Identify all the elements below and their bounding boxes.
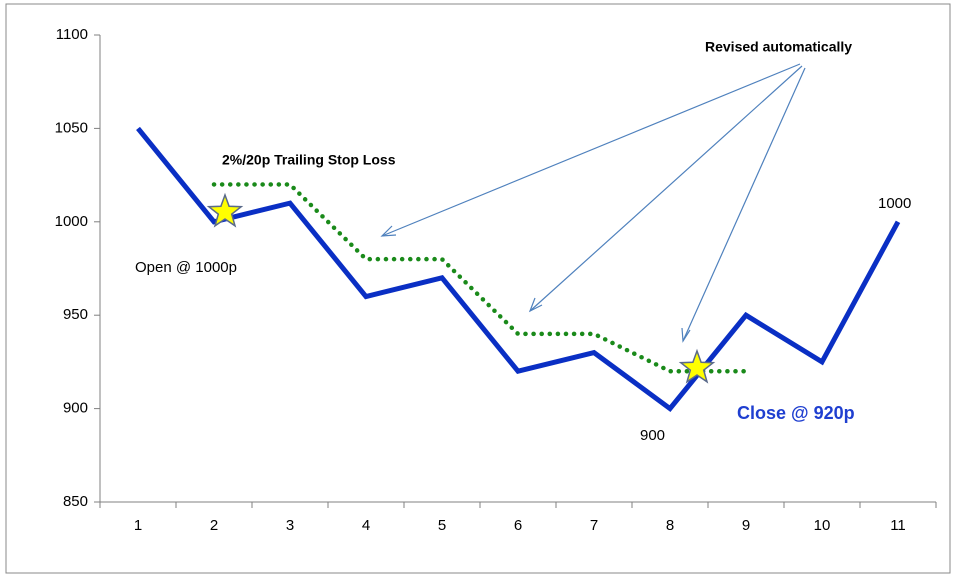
stop-line (211, 182, 749, 374)
y-tick-label: 1050 (55, 119, 88, 136)
star-icon (206, 192, 244, 228)
x-tick-label: 1 (134, 517, 142, 534)
x-tick-label: 2 (210, 517, 218, 534)
annotation: Open @ 1000p (135, 259, 237, 276)
x-tick-label: 7 (590, 517, 598, 534)
data-label: 900 (640, 427, 665, 444)
annotation: Revised automatically (705, 39, 852, 55)
price-line (136, 126, 901, 413)
y-tick-label: 900 (63, 400, 88, 417)
y-tick-label: 1000 (55, 213, 88, 230)
chart-border (5, 3, 951, 574)
star-icon (678, 348, 716, 384)
y-tick-label: 850 (63, 493, 88, 510)
data-label: 1000 (878, 195, 911, 212)
legend-label: 2%/20p Trailing Stop Loss (222, 152, 396, 168)
x-tick-label: 3 (286, 517, 294, 534)
y-tick-label: 950 (63, 306, 88, 323)
x-tick-label: 10 (814, 517, 831, 534)
x-tick-label: 5 (438, 517, 446, 534)
x-tick-label: 8 (666, 517, 674, 534)
y-tick-label: 1100 (56, 26, 88, 43)
annotation: Close @ 920p (737, 403, 855, 423)
x-tick-label: 4 (362, 517, 370, 534)
x-tick-label: 6 (514, 517, 522, 534)
arrows (380, 63, 806, 343)
x-tick-label: 9 (742, 517, 750, 534)
x-tick-label: 11 (890, 517, 906, 534)
